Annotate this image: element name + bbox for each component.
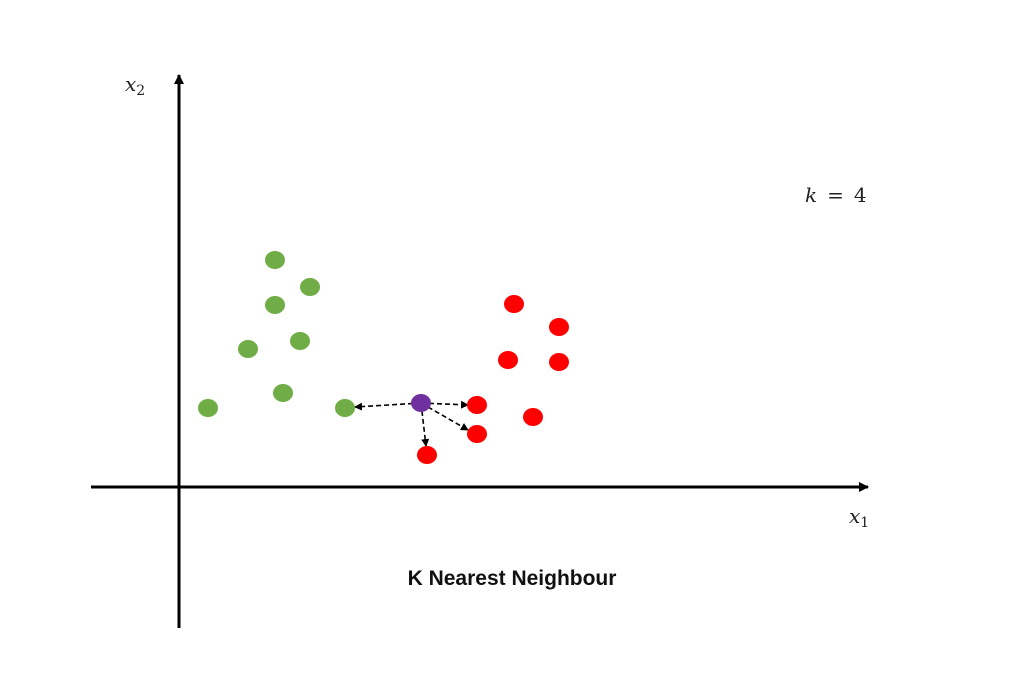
y-axis-label: x2 [125,72,145,99]
red-point [417,446,437,464]
green-point [273,384,293,402]
green-point [238,340,258,358]
green-point [265,296,285,314]
red-point [498,351,518,369]
red-point [549,353,569,371]
query-point [411,394,431,412]
green-point [300,278,320,296]
green-point [198,399,218,417]
red-point [467,396,487,414]
red-point [549,318,569,336]
green-point [265,251,285,269]
green-point [335,399,355,417]
red-point [467,425,487,443]
green-class-points [198,251,355,417]
arrow-to-red-neighbour-3 [420,402,430,447]
green-point [290,332,310,350]
diagram-title: K Nearest Neighbour [408,567,617,590]
x-axis-label: x1 [849,504,869,531]
red-class-points [417,295,569,464]
k-label: k = 4 [805,183,867,207]
red-point [504,295,524,313]
arrow-to-green-neighbour [354,402,422,411]
neighbour-arrows [354,400,469,447]
red-point [523,408,543,426]
